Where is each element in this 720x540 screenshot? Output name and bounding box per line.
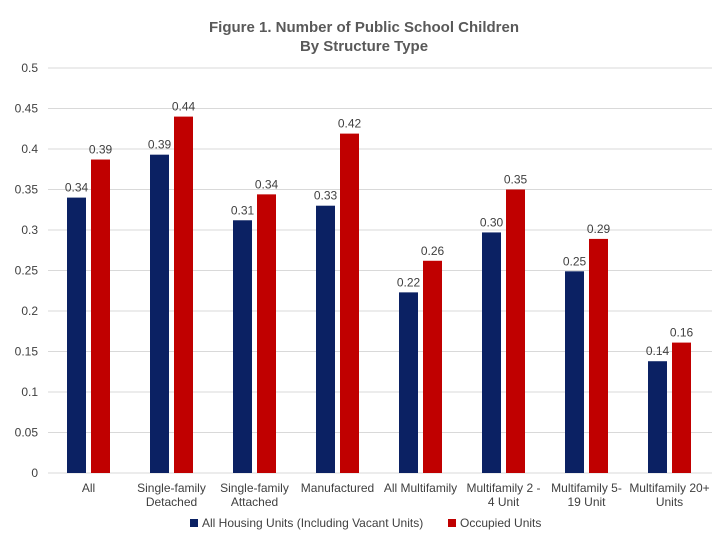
data-label: 0.34 <box>255 177 279 191</box>
x-category-label: Units <box>656 495 683 509</box>
x-category-label: All Multifamily <box>384 481 457 495</box>
bar-occupied <box>423 260 442 473</box>
bar-all-housing <box>648 361 667 473</box>
bar-occupied <box>174 116 193 473</box>
y-tick-label: 0.1 <box>21 385 38 399</box>
data-label: 0.42 <box>338 117 362 131</box>
data-label: 0.35 <box>504 173 528 187</box>
data-label: 0.39 <box>89 143 113 157</box>
x-category-label: Manufactured <box>301 481 374 495</box>
chart-title: Figure 1. Number of Public School Childr… <box>209 19 519 36</box>
y-tick-label: 0.35 <box>15 183 39 197</box>
bar-occupied <box>91 159 110 473</box>
legend-swatch <box>190 519 198 527</box>
data-label: 0.34 <box>65 181 89 195</box>
data-label: 0.39 <box>148 138 172 152</box>
bar-all-housing <box>565 271 584 473</box>
data-label: 0.22 <box>397 275 421 289</box>
bar-occupied <box>340 133 359 474</box>
bar-all-housing <box>150 154 169 474</box>
legend-swatch <box>448 519 456 527</box>
y-tick-label: 0.05 <box>15 426 39 440</box>
chart-subtitle: By Structure Type <box>300 38 428 55</box>
x-category-label: Single-family <box>220 481 289 495</box>
data-label: 0.31 <box>231 203 255 217</box>
x-category-label: 4 Unit <box>488 495 520 509</box>
x-category-label: Multifamily 2 - <box>466 481 540 495</box>
bar-occupied <box>589 238 608 473</box>
x-category-label: All <box>82 481 95 495</box>
bar-occupied <box>672 342 691 473</box>
legend-label: All Housing Units (Including Vacant Unit… <box>202 516 423 530</box>
gridlines <box>48 67 712 474</box>
data-label: 0.33 <box>314 189 338 203</box>
data-labels: 0.340.39 0.390.440.310.340.330.420.220.26… <box>65 100 694 359</box>
y-tick-label: 0.25 <box>15 264 39 278</box>
data-label: 0.26 <box>421 244 445 258</box>
y-tick-label: 0.2 <box>21 304 38 318</box>
y-tick-label: 0.15 <box>15 345 39 359</box>
data-label: 0.25 <box>563 254 587 268</box>
x-category-label: Multifamily 20+ <box>629 481 709 495</box>
data-label: 0.44 <box>172 100 196 114</box>
bar-all-housing <box>67 197 86 473</box>
data-label: 0.14 <box>646 344 670 358</box>
bar-all-housing <box>399 292 418 473</box>
y-tick-label: 0.45 <box>15 102 39 116</box>
data-label: 0.29 <box>587 222 611 236</box>
data-label: 0.30 <box>480 215 504 229</box>
bar-all-housing <box>482 232 501 473</box>
x-category-label: Multifamily 5- <box>551 481 622 495</box>
bar-all-housing <box>316 205 335 473</box>
x-category-label: Single-family <box>137 481 206 495</box>
bar-occupied <box>506 189 525 473</box>
x-category-label: 19 Unit <box>567 495 606 509</box>
y-tick-label: 0 <box>31 466 38 480</box>
y-tick-label: 0.4 <box>21 142 38 156</box>
y-axis-ticks: 0 0.05 0.1 0.15 0.2 0.25 0.3 0.35 0.4 0.45 0.5 <box>15 61 39 480</box>
legend-label: Occupied Units <box>460 516 541 530</box>
bar-occupied <box>257 194 276 474</box>
x-axis-categories: All Single-familyDetachedSingle-familyAtt… <box>82 481 710 509</box>
legend: All Housing Units (Including Vacant Unit… <box>190 516 541 530</box>
bar-all-housing <box>233 220 252 473</box>
x-category-label: Detached <box>146 495 197 509</box>
data-label: 0.16 <box>670 326 694 340</box>
bars <box>67 116 691 474</box>
y-tick-label: 0.5 <box>21 61 38 75</box>
x-category-label: Attached <box>231 495 278 509</box>
y-tick-label: 0.3 <box>21 223 38 237</box>
